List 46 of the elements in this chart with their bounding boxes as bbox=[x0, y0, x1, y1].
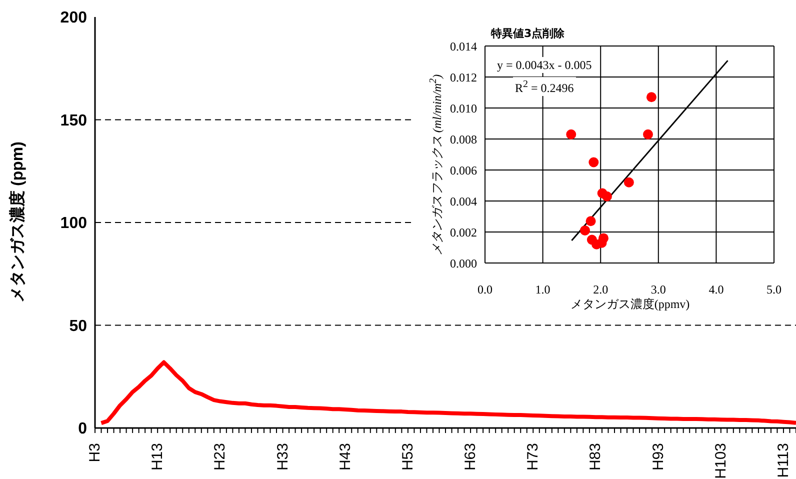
x-tick-label: H3 bbox=[86, 443, 104, 462]
y-tick-label: 0.008 bbox=[450, 132, 477, 146]
y-tick-label: 0.000 bbox=[450, 256, 477, 270]
x-tick-label: H93 bbox=[650, 443, 667, 471]
point bbox=[624, 177, 634, 188]
x-axis-title: メタンガス濃度(ppmv) bbox=[570, 296, 690, 313]
y-tick-label: 0.012 bbox=[450, 70, 477, 84]
x-tick-label: H73 bbox=[524, 443, 542, 471]
x-tick-label: 3.0 bbox=[650, 282, 666, 297]
point bbox=[566, 129, 576, 140]
x-tick-label: 1.0 bbox=[535, 282, 550, 297]
x-tick-label: H33 bbox=[274, 443, 292, 471]
y-tick-label: 150 bbox=[60, 112, 88, 130]
y-tick-label: 100 bbox=[60, 215, 88, 232]
x-tick-label: 4.0 bbox=[708, 282, 724, 297]
y-tick-label: 50 bbox=[69, 318, 88, 335]
y-tick-label: 0.006 bbox=[450, 163, 477, 178]
x-tick-label: H43 bbox=[336, 443, 354, 471]
x-tick-label: H13 bbox=[149, 443, 166, 471]
y-tick-label: 0.014 bbox=[450, 39, 477, 54]
point bbox=[588, 157, 599, 168]
x-tick-label: 2.0 bbox=[593, 282, 608, 297]
x-tick-label: H53 bbox=[399, 443, 416, 471]
y-tick-label: 0.010 bbox=[450, 101, 477, 116]
point bbox=[596, 238, 607, 248]
x-tick-label: 0.0 bbox=[478, 282, 492, 297]
point bbox=[646, 92, 656, 102]
point bbox=[586, 216, 596, 226]
point bbox=[642, 129, 653, 140]
chart-title: 特異値3点削除 bbox=[491, 26, 565, 41]
x-tick-label: H63 bbox=[462, 443, 480, 471]
x-tick-label: H113 bbox=[774, 443, 792, 478]
y-tick-label: 0.002 bbox=[450, 225, 477, 240]
line-series bbox=[99, 360, 796, 426]
y-tick-label: 0.004 bbox=[450, 194, 477, 208]
y-tick-label: 200 bbox=[60, 10, 88, 27]
point bbox=[602, 191, 612, 202]
x-tick-label: H103 bbox=[712, 443, 730, 479]
annotation: R$^{2}$ = 0.2496 bbox=[513, 77, 576, 96]
y-tick-label: 0 bbox=[78, 420, 88, 438]
point bbox=[580, 225, 590, 236]
x-tick-label: 5.0 bbox=[766, 282, 782, 297]
x-tick-label: H83 bbox=[587, 443, 604, 471]
annotation: y = 0.0043x - 0.005 bbox=[495, 57, 594, 73]
x-tick-label: H23 bbox=[212, 443, 229, 471]
y-axis-title: メタンガス濃度 (ppm) bbox=[8, 142, 28, 302]
